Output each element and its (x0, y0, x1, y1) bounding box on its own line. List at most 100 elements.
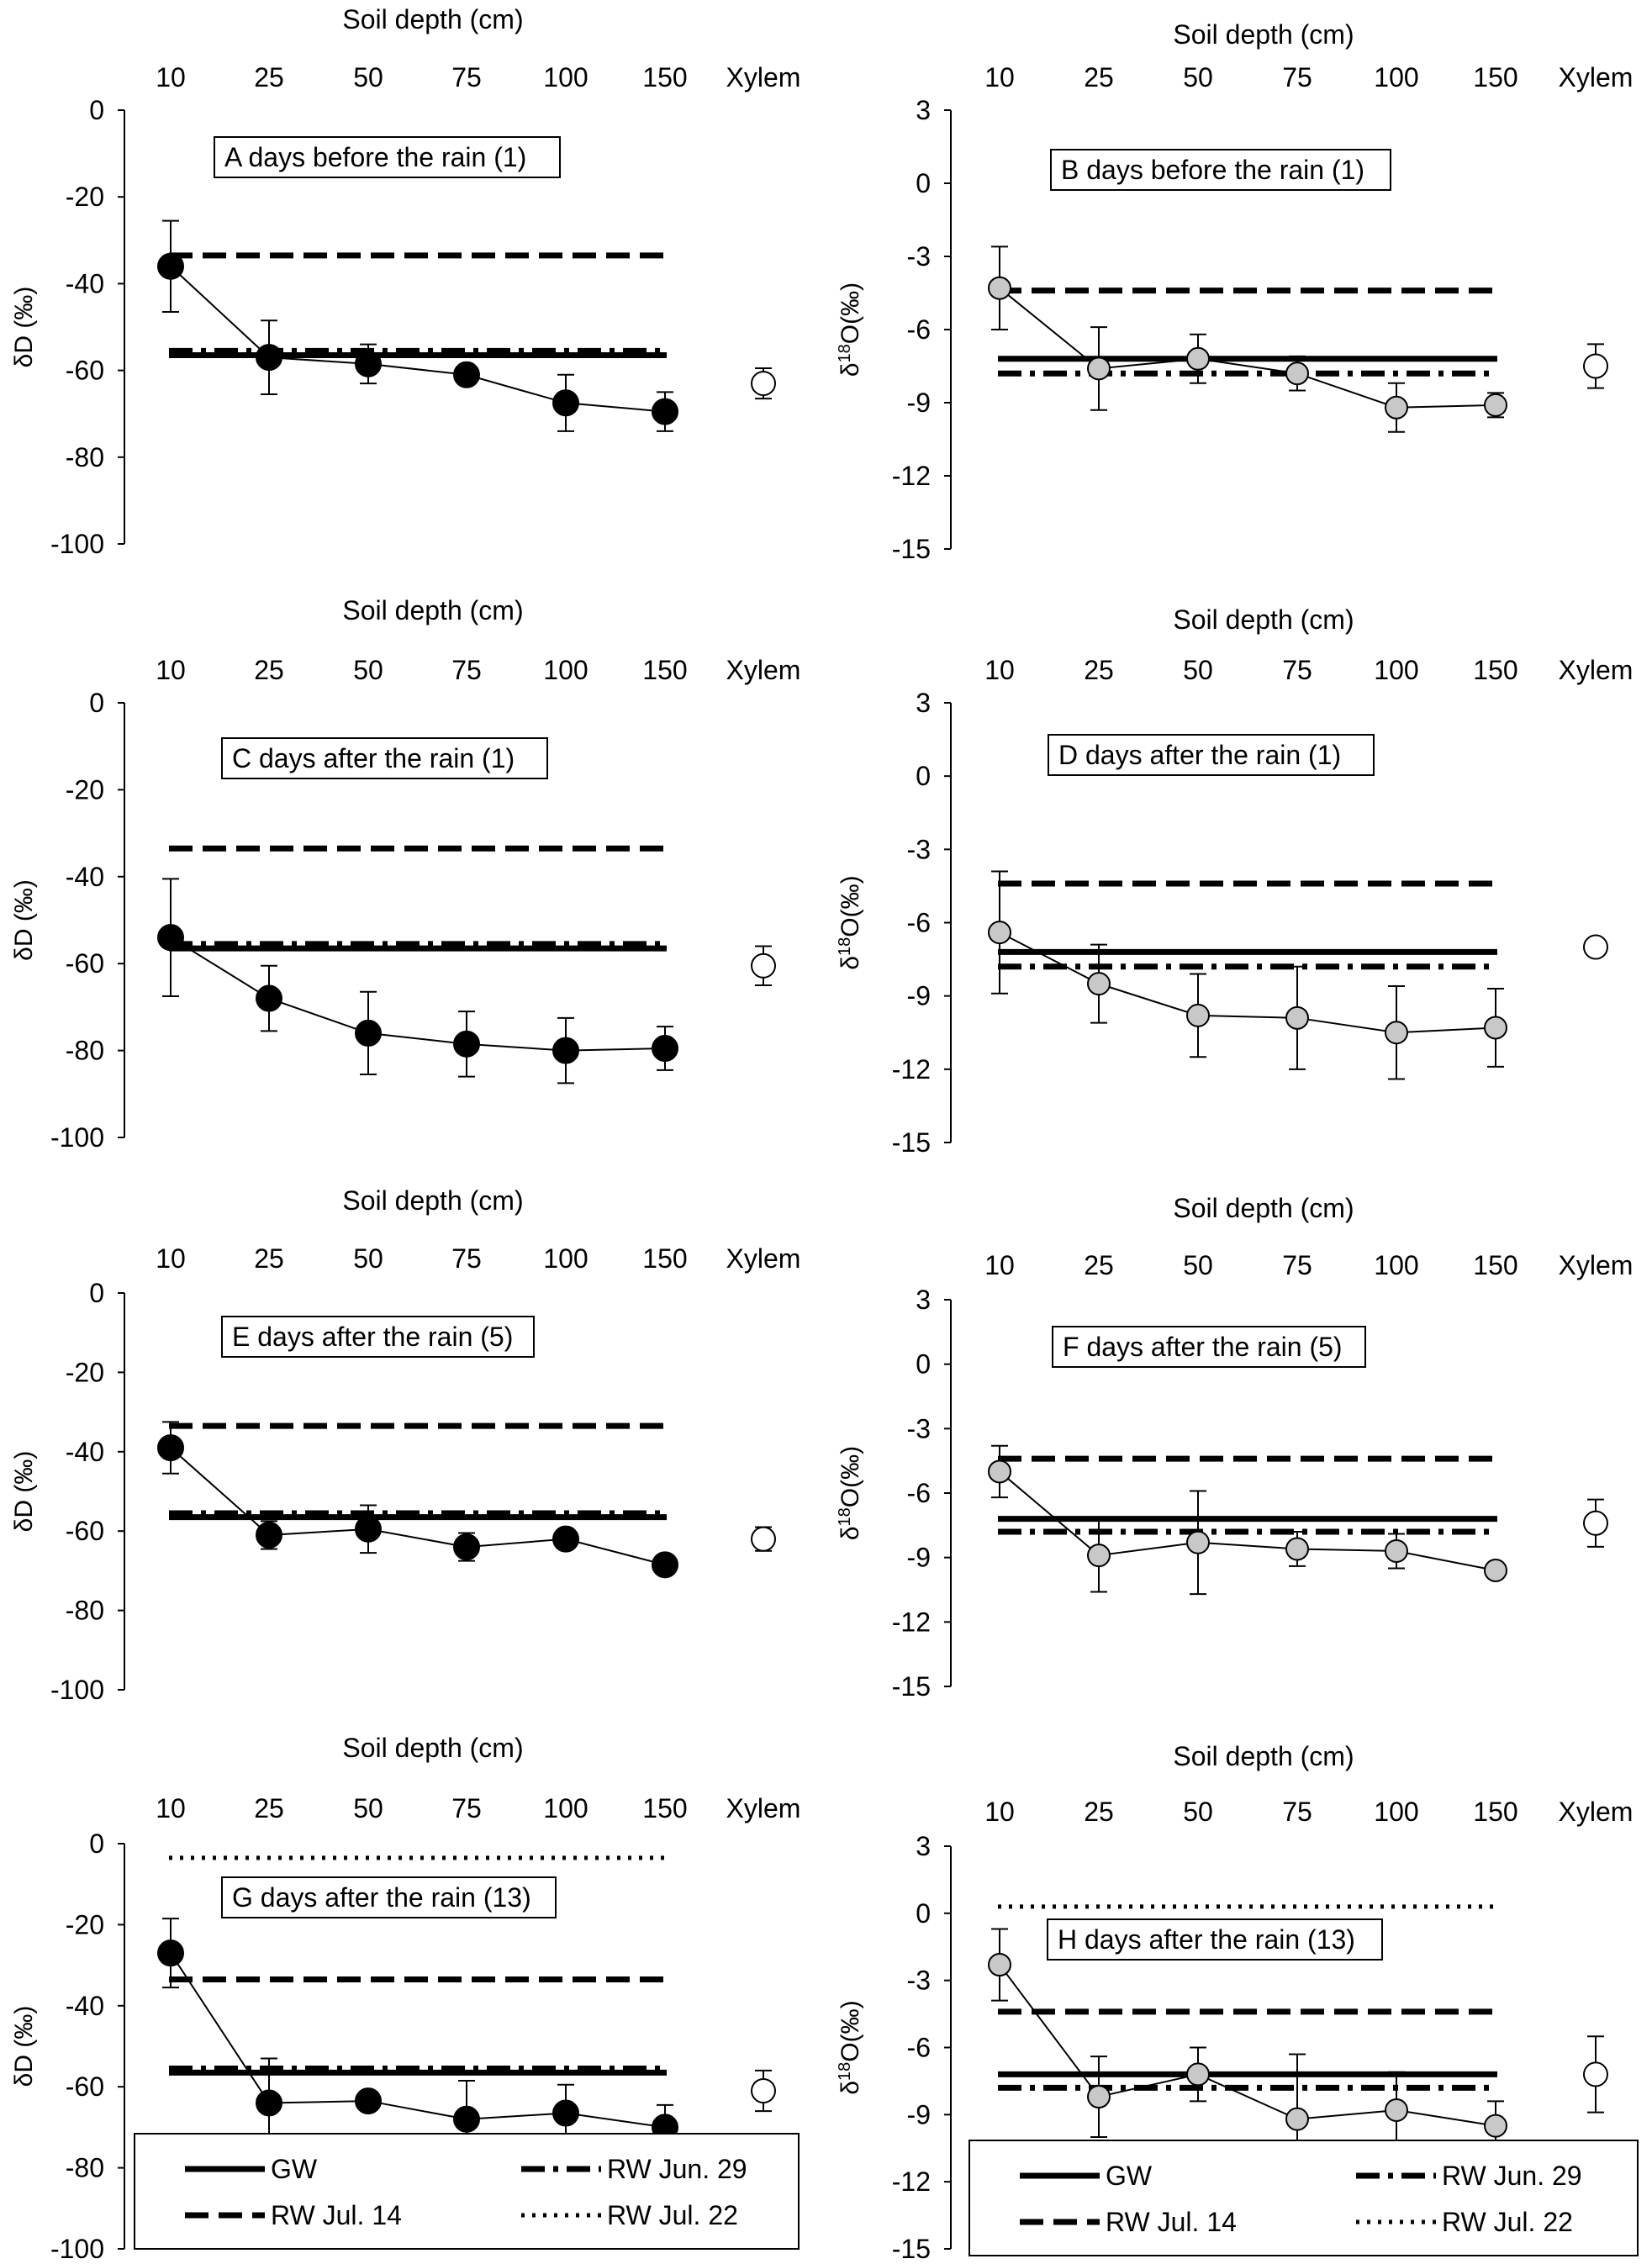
category-label-10: 10 (984, 655, 1015, 685)
y-tick-label: -12 (892, 1054, 931, 1085)
soil-data-point (1385, 1021, 1408, 1045)
soil-data-point (988, 921, 1011, 945)
y-axis-label: δD (‰) (10, 1451, 38, 1533)
soil-data-point (652, 398, 678, 425)
panel-label-box (1047, 1918, 1383, 1961)
category-label-75: 75 (1282, 62, 1312, 92)
category-label-150: 150 (642, 62, 687, 92)
y-tick-label: 0 (916, 761, 931, 791)
xylem-data-point (1583, 1510, 1608, 1536)
soil-data-point (453, 361, 480, 388)
y-tick-label: -20 (66, 182, 104, 212)
y-tick-label: 0 (916, 1349, 931, 1380)
soil-data-point (355, 2087, 382, 2115)
soil-data-point (1087, 1544, 1111, 1568)
panel-label-box (1048, 734, 1375, 776)
xylem-data-point (751, 2078, 776, 2104)
category-label-10: 10 (156, 655, 186, 685)
category-label-100: 100 (1374, 62, 1418, 92)
panel-label: D days after the rain (1) (1058, 740, 1341, 770)
soil-depth-axis-title: Soil depth (cm) (1173, 1193, 1354, 1223)
category-label-10: 10 (156, 62, 186, 92)
soil-depth-axis-title: Soil depth (cm) (1173, 1741, 1354, 1771)
soil-series-line (999, 1470, 1496, 1571)
soil-series-line (999, 1964, 1496, 2127)
soil-data-point (1285, 1005, 1309, 1030)
category-label-100: 100 (543, 1243, 588, 1274)
panel-e: Soil depth (cm) 10 25 50 75 100 150 Xylem 0 -20 -4… (10, 1185, 800, 1705)
soil-data-point (453, 1030, 480, 1058)
y-tick-label: -12 (892, 1607, 931, 1637)
soil-data-point (1385, 2098, 1408, 2123)
soil-data-point (1484, 393, 1507, 417)
y-tick-label: -40 (66, 268, 104, 298)
category-label-50: 50 (353, 62, 383, 92)
legend-label-rw-jul22: RW Jul. 22 (607, 2200, 738, 2230)
y-tick-label: -3 (907, 1413, 931, 1443)
soil-data-point (256, 984, 282, 1012)
category-label-150: 150 (1473, 1250, 1517, 1280)
soil-data-point (1186, 2062, 1210, 2087)
y-tick-label: -6 (907, 314, 931, 345)
y-tick-label: -9 (907, 388, 931, 418)
y-axis-label: δ18O(‰) (836, 1446, 864, 1540)
xylem-data-point (1583, 353, 1608, 379)
y-tick-label: -3 (907, 241, 931, 272)
soil-data-point (652, 1035, 678, 1063)
y-tick-label: 0 (89, 688, 104, 718)
panel-c: Soil depth (cm) 10 25 50 75 100 150 Xylem 0 -20 -4… (10, 595, 800, 1153)
y-tick-label: -100 (50, 1122, 104, 1153)
soil-depth-axis-title: Soil depth (cm) (342, 1733, 523, 1763)
soil-data-point (256, 344, 282, 372)
category-label-xylem: Xylem (726, 655, 801, 685)
panel-label: B days before the rain (1) (1061, 155, 1364, 185)
xylem-data-point (1583, 934, 1608, 960)
soil-data-point (1484, 1016, 1507, 1040)
y-tick-label: 0 (89, 1829, 104, 1859)
category-label-150: 150 (1473, 655, 1517, 685)
y-axis-label: δD (‰) (10, 2006, 38, 2087)
y-tick-label: -20 (66, 774, 104, 805)
category-label-10: 10 (156, 1793, 186, 1823)
y-tick-label: -15 (892, 2234, 931, 2264)
y-tick-label: -12 (892, 461, 931, 491)
y-tick-label: -15 (892, 1671, 931, 1702)
y-tick-label: -100 (50, 529, 104, 559)
panel-label: E days after the rain (5) (232, 1322, 513, 1352)
category-label-xylem: Xylem (726, 1243, 801, 1274)
category-label-100: 100 (543, 62, 588, 92)
y-tick-label: 3 (916, 95, 931, 125)
category-label-100: 100 (1374, 1250, 1418, 1280)
category-label-100: 100 (543, 1793, 588, 1823)
soil-data-point (552, 389, 579, 417)
soil-data-point (157, 1939, 184, 1967)
soil-data-point (256, 2089, 282, 2117)
y-tick-label: 0 (916, 1898, 931, 1929)
y-tick-label: 0 (916, 168, 931, 198)
y-axis-label: δ18O(‰) (836, 875, 864, 969)
soil-data-point (355, 1515, 382, 1543)
y-tick-label: -15 (892, 534, 931, 564)
category-label-75: 75 (451, 62, 482, 92)
legend: GW RW Jun. 29 RW Jul. 14 RW Jul. 22 (134, 2133, 800, 2250)
category-label-xylem: Xylem (726, 62, 801, 92)
category-label-50: 50 (1183, 62, 1213, 92)
y-axis-label: δ18O(‰) (836, 2000, 864, 2094)
legend-label-gw: GW (271, 2154, 318, 2184)
soil-data-point (988, 276, 1011, 300)
soil-data-point (1087, 972, 1111, 996)
panel-label-box (221, 1316, 535, 1358)
y-tick-label: 0 (89, 1278, 104, 1308)
legend-label-rw-jul14: RW Jul. 14 (271, 2200, 402, 2230)
category-label-10: 10 (984, 62, 1015, 92)
y-tick-label: -60 (66, 356, 104, 386)
y-tick-label: -40 (66, 862, 104, 892)
category-label-10: 10 (984, 1250, 1015, 1280)
y-tick-label: -3 (907, 1966, 931, 1996)
y-tick-label: -20 (66, 1357, 104, 1387)
y-tick-label: -40 (66, 1437, 104, 1467)
soil-data-point (355, 1019, 382, 1047)
panel-label: C days after the rain (1) (232, 743, 515, 773)
category-label-50: 50 (353, 655, 383, 685)
soil-depth-axis-title: Soil depth (cm) (342, 4, 523, 34)
